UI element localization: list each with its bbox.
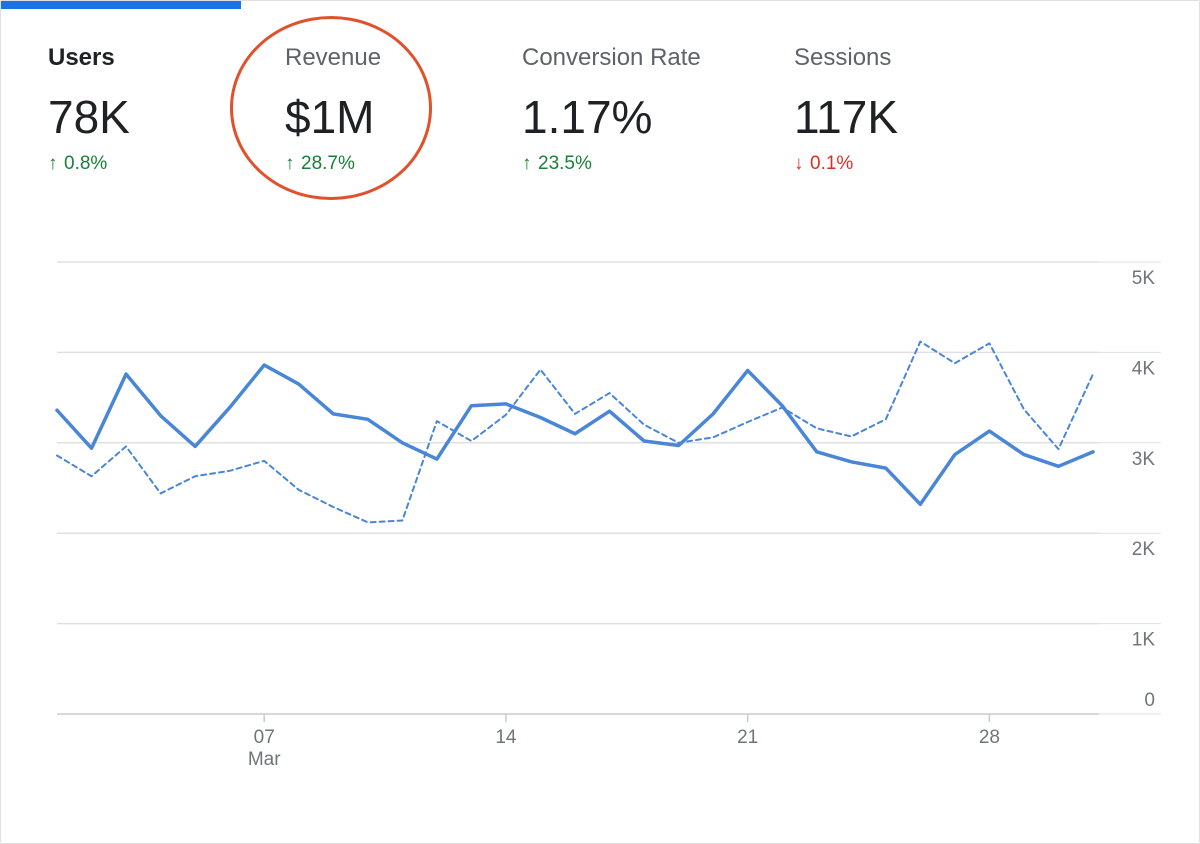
metric-change: ↑ 28.7% (285, 153, 381, 175)
metric-change: ↑ 0.8% (48, 153, 130, 175)
y-tick-label: 1K (1132, 630, 1156, 651)
metric-label: Conversion Rate (522, 44, 701, 71)
metric-change: ↑ 23.5% (522, 153, 701, 175)
metric-tab-users[interactable]: Users 78K ↑ 0.8% (48, 43, 130, 175)
metric-value: $1M (285, 91, 375, 143)
y-tick-label: 5K (1132, 268, 1156, 289)
y-tick-label: 2K (1132, 539, 1156, 560)
metric-label: Sessions (794, 44, 892, 71)
metric-value: 1.17% (522, 91, 653, 143)
arrow-up-icon: ↑ (48, 153, 58, 174)
metric-change: ↓ 0.1% (794, 153, 898, 175)
metric-change-value: 0.8% (64, 153, 108, 174)
y-tick-label: 0 (1144, 690, 1155, 711)
y-tick-label: 4K (1132, 358, 1156, 379)
metric-label: Revenue (285, 44, 382, 71)
metric-label: Users (48, 44, 115, 71)
metric-change-value: 0.1% (810, 153, 854, 174)
arrow-up-icon: ↑ (285, 153, 295, 174)
metric-tab-sessions[interactable]: Sessions 117K ↓ 0.1% (794, 43, 898, 175)
x-tick-label: 21 (737, 727, 758, 748)
series-line-solid (55, 363, 1095, 507)
arrow-up-icon: ↑ (522, 153, 532, 174)
metric-value: 117K (794, 91, 899, 143)
x-tick-label: 28 (979, 727, 1000, 748)
x-tick-label: 14 (495, 727, 517, 748)
metric-tab-conversion-rate[interactable]: Conversion Rate 1.17% ↑ 23.5% (522, 43, 701, 175)
y-tick-label: 3K (1132, 449, 1156, 470)
metric-change-value: 28.7% (301, 153, 355, 174)
x-tick-sublabel: Mar (248, 749, 281, 770)
arrow-down-icon: ↓ (794, 153, 804, 174)
active-tab-indicator (1, 1, 241, 9)
metric-value: 78K (48, 91, 130, 143)
x-tick-label: 07 (254, 727, 275, 748)
metric-tab-revenue[interactable]: Revenue $1M ↑ 28.7% (285, 43, 381, 175)
metric-change-value: 23.5% (538, 153, 592, 174)
